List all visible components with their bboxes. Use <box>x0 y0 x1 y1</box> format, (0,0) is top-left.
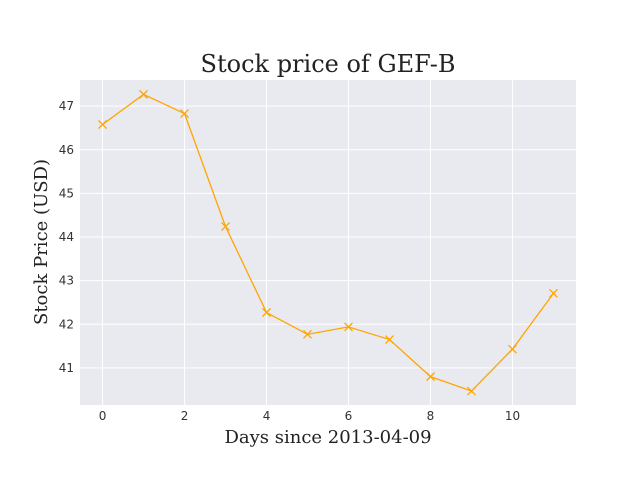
y-tick-label: 41 <box>59 361 74 375</box>
data-point-marker <box>508 344 517 354</box>
data-point-marker <box>303 329 312 339</box>
data-point-marker <box>98 120 108 129</box>
y-tick-label: 45 <box>59 186 74 200</box>
x-tick-label: 10 <box>505 409 520 423</box>
plot-area <box>80 80 576 405</box>
data-point-marker <box>180 109 189 119</box>
data-point-marker <box>139 89 148 99</box>
x-tick-label: 0 <box>99 409 107 423</box>
x-tick-label: 8 <box>427 409 435 423</box>
grid <box>80 80 576 405</box>
y-tick-label: 43 <box>59 274 74 288</box>
y-axis-label: Stock Price (USD) <box>31 159 52 325</box>
series-layer <box>98 89 558 396</box>
data-point-marker <box>548 288 558 298</box>
x-tick-label: 4 <box>263 409 271 423</box>
y-axis-ticks: 41 42 43 44 45 46 47 <box>59 99 74 375</box>
y-tick-label: 44 <box>59 230 74 244</box>
chart-title: Stock price of GEF-B <box>201 50 456 78</box>
y-tick-label: 46 <box>59 143 74 157</box>
x-axis-ticks: 0 2 4 6 8 10 <box>99 409 520 423</box>
data-point-marker <box>262 308 271 317</box>
data-point-marker <box>385 335 394 345</box>
data-point-marker <box>221 222 230 232</box>
y-tick-label: 42 <box>59 317 74 331</box>
data-point-marker <box>344 322 353 332</box>
data-point-marker <box>467 386 476 396</box>
x-tick-label: 2 <box>181 409 189 423</box>
y-tick-label: 47 <box>59 99 74 113</box>
data-point-marker <box>426 372 435 382</box>
series-line <box>102 93 554 392</box>
x-tick-label: 6 <box>345 409 353 423</box>
x-axis-label: Days since 2013-04-09 <box>224 427 431 448</box>
